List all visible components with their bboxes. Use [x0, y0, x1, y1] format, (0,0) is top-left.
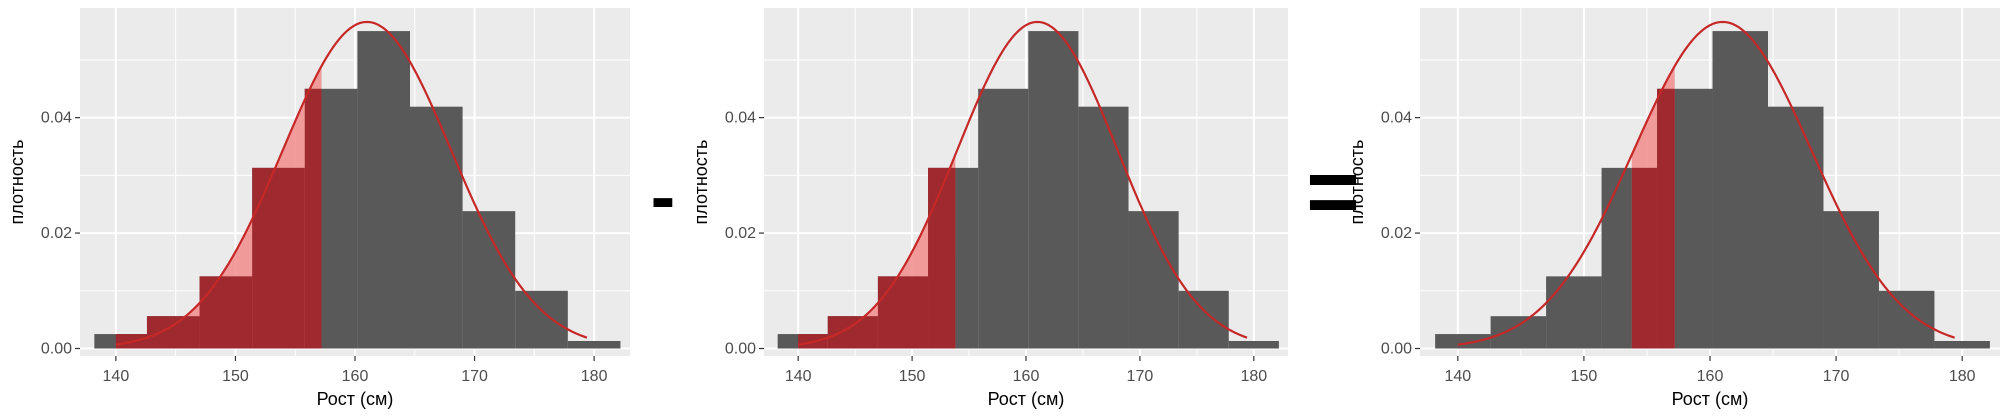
- histogram-shaded-area: [1631, 88, 1675, 349]
- histogram-bar: [1228, 340, 1279, 349]
- y-tick-label: 0.02: [1381, 225, 1412, 242]
- y-tick-label: 0.04: [41, 110, 72, 127]
- x-tick-label: 170: [461, 368, 488, 385]
- histogram-bar: [1435, 334, 1491, 349]
- histogram-bar: [410, 106, 463, 349]
- y-tick-label: 0.00: [1381, 340, 1412, 357]
- histogram-chart-right: 140 150 160 170 180 Рост (см) 0.00 0.02 0.04 плот…: [1347, 8, 2000, 409]
- x-tick-label: 150: [1571, 368, 1598, 385]
- x-axis: 140 150 160 170 180 Рост (см): [785, 356, 1267, 409]
- x-tick-label: 160: [1013, 368, 1040, 385]
- histogram-bar: [1490, 316, 1547, 349]
- x-tick-label: 140: [103, 368, 130, 385]
- histogram-bar: [978, 88, 1029, 349]
- histogram-shaded-segment: [304, 88, 322, 349]
- normal-density-curve: [1457, 20, 1955, 346]
- histogram-shaded-segment: [827, 316, 878, 349]
- y-axis-label: плотность: [1347, 140, 1367, 225]
- x-tick-label: 140: [1444, 368, 1471, 385]
- histogram-bar: [1078, 106, 1129, 349]
- minus-operator: -: [651, 155, 676, 238]
- histogram-shaded-segment: [928, 167, 956, 349]
- y-tick-label: 0.02: [41, 225, 72, 242]
- histogram-chart-middle: 140 150 160 170 180 Рост (см) 0.00 0.02 0.04 плот…: [691, 8, 1288, 409]
- histogram-chart-left: 140 150 160 170 180 Рост (см) 0.00 0.02 0.04 плот…: [7, 8, 630, 409]
- y-tick-label: 0.04: [1381, 110, 1412, 127]
- histogram-shaded-area: [798, 167, 956, 349]
- histogram-bar: [1028, 31, 1079, 349]
- x-tick-label: 180: [1949, 368, 1976, 385]
- histogram-shaded-segment: [199, 276, 253, 349]
- y-tick-label: 0.00: [725, 340, 756, 357]
- histogram-shaded-segment: [877, 276, 929, 349]
- x-axis-label: Рост (см): [1672, 389, 1749, 409]
- histogram-shaded-area: [115, 88, 322, 349]
- y-tick-label: 0.00: [41, 340, 72, 357]
- x-axis-label: Рост (см): [988, 389, 1065, 409]
- y-axis: 0.00 0.02 0.04 плотность: [691, 110, 764, 357]
- normal-density-curve: [115, 20, 588, 346]
- x-tick-label: 140: [785, 368, 812, 385]
- x-tick-label: 160: [1697, 368, 1724, 385]
- y-axis: 0.00 0.02 0.04 плотность: [1347, 110, 1420, 357]
- histogram-bar: [567, 340, 621, 349]
- x-axis: 140 150 160 170 180 Рост (см): [1444, 356, 1976, 409]
- histogram-shaded-segment: [252, 167, 305, 349]
- x-axis-label: Рост (см): [317, 389, 394, 409]
- equals-operator: =: [1306, 141, 1360, 243]
- x-tick-label: 170: [1127, 368, 1154, 385]
- histogram-bar: [1178, 290, 1229, 349]
- y-tick-label: 0.02: [725, 225, 756, 242]
- y-axis: 0.00 0.02 0.04 плотность: [7, 110, 80, 357]
- histogram-bar: [1934, 340, 1990, 349]
- x-tick-label: 170: [1823, 368, 1850, 385]
- y-tick-label: 0.04: [725, 110, 756, 127]
- x-tick-label: 150: [899, 368, 926, 385]
- histogram-bar: [1768, 106, 1824, 349]
- x-tick-label: 150: [222, 368, 249, 385]
- histogram-shaded-segment: [1657, 88, 1675, 349]
- histogram-shaded-segment: [146, 316, 200, 349]
- histogram-bar: [515, 290, 568, 349]
- histogram-bar: [1712, 31, 1768, 349]
- histogram-bar: [1546, 276, 1602, 349]
- x-tick-label: 180: [581, 368, 608, 385]
- histogram-bar: [1878, 290, 1935, 349]
- histogram-shaded-segment: [1631, 167, 1658, 349]
- y-axis-label: плотность: [7, 140, 27, 225]
- y-axis-label: плотность: [691, 140, 711, 225]
- x-tick-label: 180: [1240, 368, 1267, 385]
- normal-density-curve: [798, 20, 1248, 346]
- histogram-bar: [357, 31, 410, 349]
- x-tick-label: 160: [342, 368, 369, 385]
- x-axis: 140 150 160 170 180 Рост (см): [103, 356, 608, 409]
